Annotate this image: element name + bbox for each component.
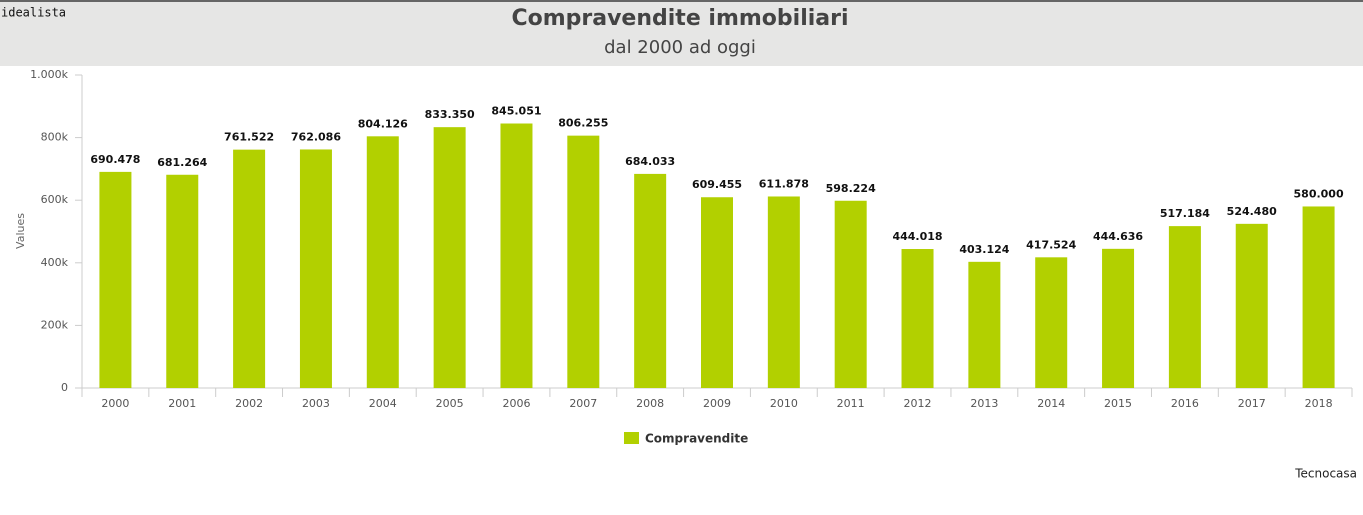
y-tick-label: 200k <box>41 318 69 331</box>
bar <box>968 261 1001 388</box>
data-label: 403.124 <box>959 243 1009 256</box>
bar <box>1102 248 1135 388</box>
chart-subtitle: dal 2000 ad oggi <box>604 37 756 58</box>
x-tick-label: 2013 <box>970 397 998 410</box>
data-label: 598.224 <box>826 182 876 195</box>
x-tick-label: 2009 <box>703 397 731 410</box>
bar <box>567 135 600 388</box>
bar <box>299 149 332 388</box>
brand: idealista <box>1 6 66 20</box>
y-tick-label: 800k <box>41 131 69 144</box>
data-label: 417.524 <box>1026 238 1076 251</box>
x-tick-label: 2005 <box>436 397 464 410</box>
bar <box>1235 223 1268 388</box>
bar <box>634 173 667 388</box>
x-tick-label: 2007 <box>569 397 597 410</box>
x-tick-label: 2002 <box>235 397 263 410</box>
x-tick-label: 2008 <box>636 397 664 410</box>
x-tick-label: 2015 <box>1104 397 1132 410</box>
x-tick-label: 2006 <box>502 397 530 410</box>
data-label: 806.255 <box>558 117 608 130</box>
data-label: 762.086 <box>291 130 341 143</box>
data-label: 684.033 <box>625 155 675 168</box>
data-label: 609.455 <box>692 178 742 191</box>
x-tick-label: 2016 <box>1171 397 1199 410</box>
bar <box>500 123 533 389</box>
y-tick-label: 0 <box>61 381 68 394</box>
y-tick-label: 400k <box>41 256 69 269</box>
data-label: 517.184 <box>1160 207 1210 220</box>
credit: Tecnocasa <box>1294 467 1357 481</box>
bar <box>1168 226 1201 388</box>
bar <box>901 249 934 388</box>
x-tick-label: 2011 <box>837 397 865 410</box>
data-label: 444.636 <box>1093 230 1143 243</box>
x-tick-label: 2001 <box>168 397 196 410</box>
y-tick-label: 600k <box>41 193 69 206</box>
x-tick-label: 2000 <box>101 397 129 410</box>
x-tick-label: 2004 <box>369 397 397 410</box>
bar <box>834 200 867 388</box>
x-tick-label: 2012 <box>904 397 932 410</box>
chart-title: Compravendite immobiliari <box>511 6 848 31</box>
data-label: 761.522 <box>224 131 274 144</box>
x-tick-label: 2014 <box>1037 397 1065 410</box>
bar <box>166 174 199 388</box>
data-label: 833.350 <box>425 108 475 121</box>
data-label: 681.264 <box>157 156 207 169</box>
data-label: 444.018 <box>892 230 942 243</box>
bar <box>99 171 132 388</box>
bar <box>767 196 800 388</box>
bar <box>1035 257 1068 388</box>
legend-label: Compravendite <box>645 432 748 446</box>
data-label: 524.480 <box>1227 205 1277 218</box>
data-label: 804.126 <box>358 117 408 130</box>
header-band <box>0 0 1363 66</box>
x-tick-label: 2010 <box>770 397 798 410</box>
data-label: 611.878 <box>759 177 809 190</box>
x-tick-label: 2017 <box>1238 397 1266 410</box>
x-tick-label: 2018 <box>1305 397 1333 410</box>
bar <box>1302 206 1335 388</box>
legend-swatch <box>624 432 639 444</box>
x-tick-label: 2003 <box>302 397 330 410</box>
bar <box>701 197 733 388</box>
y-axis-label: Values <box>14 213 27 249</box>
y-tick-label: 1.000k <box>30 68 68 81</box>
data-label: 690.478 <box>90 153 140 166</box>
data-label: 845.051 <box>491 104 541 117</box>
bar <box>233 149 266 388</box>
data-label: 580.000 <box>1294 187 1344 200</box>
bar <box>433 127 466 389</box>
bar <box>366 136 399 388</box>
header-border <box>0 0 1363 2</box>
